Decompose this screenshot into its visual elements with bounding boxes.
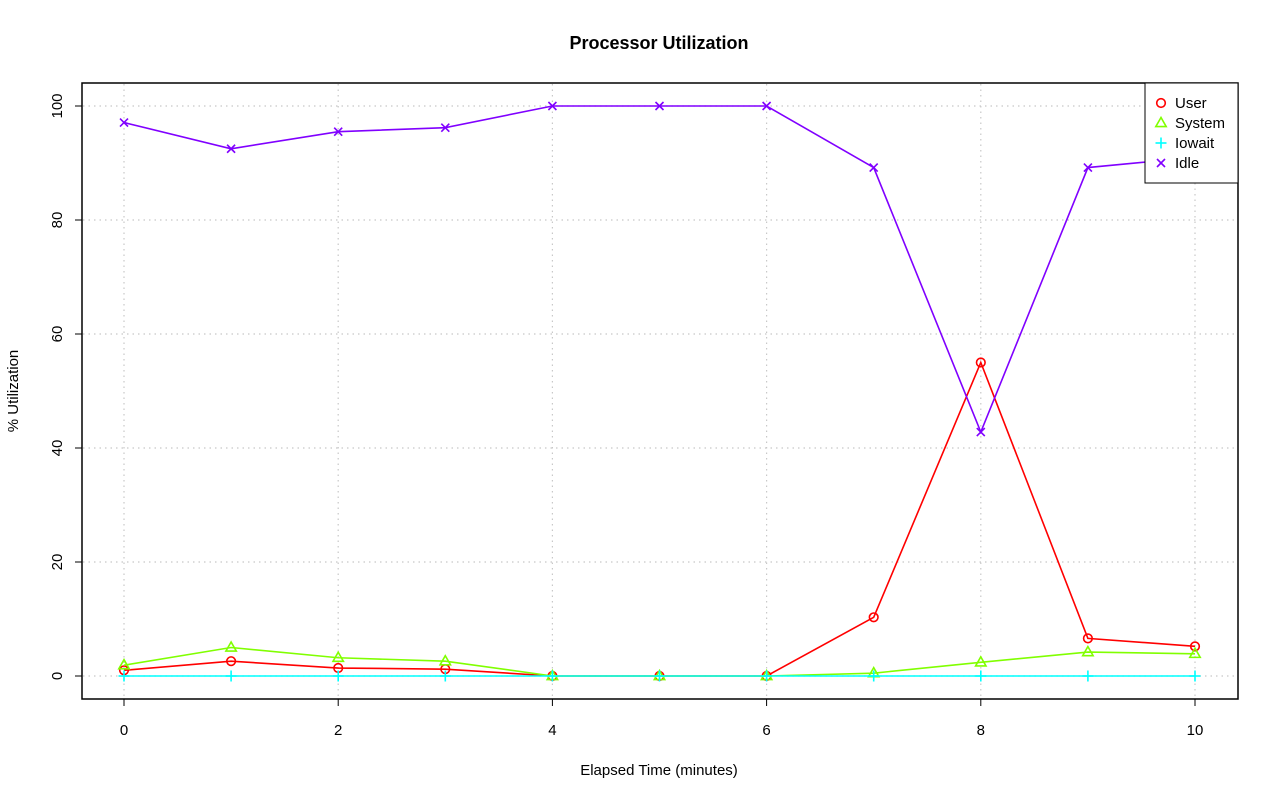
legend-marker-idle-b	[1156, 158, 1166, 168]
series-line-idle	[123, 105, 1196, 435]
y-tick-label: 20	[49, 554, 66, 571]
x-tick-label: 8	[977, 722, 985, 739]
data-point-idle-6	[762, 101, 772, 111]
data-point-iowait-8	[975, 670, 987, 682]
legend-marker-idle	[1156, 158, 1166, 168]
data-point-system-3	[438, 654, 452, 666]
data-point-iowait-9	[1082, 670, 1094, 682]
y-tick-label: 40	[49, 440, 66, 457]
x-tick-label: 10	[1187, 722, 1204, 739]
data-point-idle-8-b	[976, 427, 986, 437]
x-tick-label: 2	[334, 722, 342, 739]
legend-marker-user	[1155, 97, 1167, 109]
data-point-user-9	[1082, 633, 1093, 644]
legend-label-system: System	[1175, 115, 1225, 132]
data-point-iowait-5	[654, 670, 665, 682]
data-point-iowait-10	[1189, 670, 1201, 682]
data-point-idle-5	[654, 101, 665, 111]
x-axis-label: Elapsed Time (minutes)	[580, 762, 738, 779]
data-point-idle-9-b	[1083, 162, 1093, 173]
data-point-user-8	[975, 357, 986, 368]
data-point-idle-4	[547, 101, 557, 111]
data-point-idle-5-b	[654, 101, 665, 111]
data-point-idle-8	[976, 427, 986, 437]
data-point-system-1	[224, 640, 238, 652]
data-point-idle-3	[440, 123, 450, 133]
y-tick-label: 80	[49, 212, 66, 229]
data-point-iowait-7	[868, 670, 880, 682]
legend-marker-iowait	[1155, 137, 1167, 149]
series-iowait	[118, 670, 1201, 682]
data-point-idle-3-b	[440, 123, 450, 133]
data-point-iowait-1	[225, 670, 237, 682]
data-point-idle-2-b	[333, 127, 343, 137]
data-point-idle-0	[119, 117, 129, 128]
data-point-idle-7-b	[869, 162, 879, 173]
data-point-idle-1-b	[226, 144, 236, 154]
x-tick-label: 6	[762, 722, 770, 739]
data-point-idle-4-b	[547, 101, 557, 111]
data-point-iowait-6	[761, 670, 773, 682]
series-line-user	[123, 360, 1196, 677]
data-point-system-2	[331, 650, 345, 663]
plot-frame	[81, 82, 1239, 700]
data-point-idle-7	[869, 162, 879, 173]
data-point-idle-1	[226, 144, 236, 154]
data-point-idle-9	[1083, 162, 1093, 173]
series-user	[118, 357, 1201, 682]
data-point-iowait-3	[439, 670, 451, 682]
grid-lines	[83, 84, 1237, 698]
data-point-iowait-0	[118, 670, 130, 682]
y-axis: 0 20 40 60 80 100	[49, 93, 83, 680]
data-point-iowait-2	[332, 670, 344, 682]
y-tick-label: 60	[49, 326, 66, 343]
chart-title: Processor Utilization	[569, 33, 748, 53]
legend: User System Iowait Idle	[1144, 82, 1239, 184]
data-point-system-9	[1081, 644, 1095, 657]
data-point-idle-0-b	[119, 117, 129, 128]
series-idle	[119, 101, 1200, 437]
y-tick-label: 0	[49, 672, 66, 680]
data-point-system-8	[974, 655, 988, 667]
legend-label-iowait: Iowait	[1175, 135, 1215, 152]
data-point-user-1	[226, 656, 237, 667]
x-tick-label: 0	[120, 722, 128, 739]
data-point-system-10	[1188, 646, 1202, 659]
x-tick-label: 4	[548, 722, 556, 739]
legend-label-idle: Idle	[1175, 155, 1199, 172]
data-point-user-10	[1189, 641, 1201, 652]
y-tick-label: 100	[49, 93, 66, 118]
data-point-idle-2	[333, 127, 343, 137]
legend-marker-system	[1154, 115, 1168, 128]
legend-box	[1144, 82, 1239, 184]
data-point-iowait-4	[546, 670, 558, 682]
y-axis-label: % Utilization	[5, 350, 22, 433]
x-axis: 0 2 4 6 8 10	[120, 698, 1204, 739]
data-point-system-0	[117, 658, 131, 670]
data-point-user-7	[868, 612, 879, 623]
data-point-idle-6-b	[762, 101, 772, 111]
series-layer	[117, 101, 1202, 682]
legend-label-user: User	[1175, 95, 1207, 112]
